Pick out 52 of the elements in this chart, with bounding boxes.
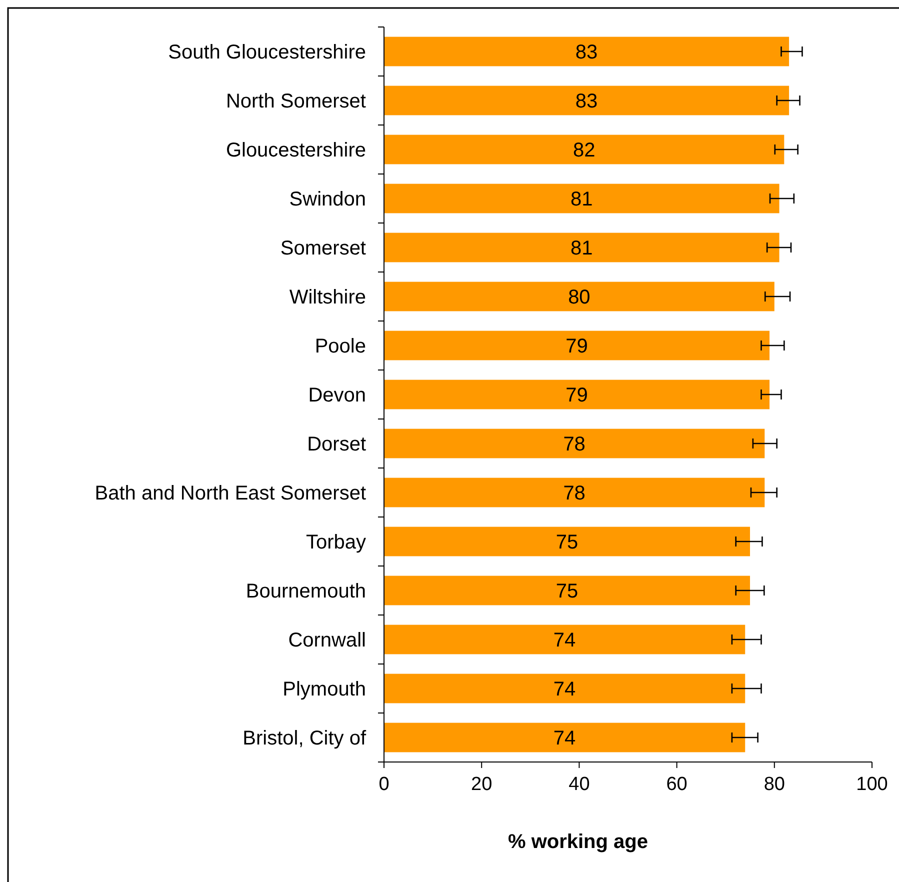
data-label: 74: [553, 728, 576, 750]
y-tick-label: Swindon: [289, 188, 366, 210]
y-tick-label: Bournemouth: [246, 580, 366, 602]
x-axis-title: % working age: [508, 831, 648, 853]
data-label: 78: [563, 434, 586, 456]
x-tick-label: 100: [856, 774, 888, 795]
data-label: 82: [572, 140, 596, 162]
y-tick-label: Gloucestershire: [226, 140, 366, 162]
bar: [384, 478, 765, 508]
data-label: 78: [563, 482, 586, 504]
data-label: 79: [566, 336, 588, 358]
x-tick-label: 20: [471, 774, 492, 795]
data-label: 81: [570, 238, 593, 260]
y-tick-label: Somerset: [280, 238, 366, 260]
bar: [384, 232, 780, 262]
bar: [384, 722, 746, 752]
y-tick-label: Torbay: [306, 532, 366, 554]
data-label: 79: [566, 384, 588, 406]
data-label: 75: [556, 580, 578, 602]
bar: [384, 36, 790, 66]
y-tick-label: Cornwall: [288, 630, 366, 652]
bar: [384, 674, 746, 704]
y-tick-label: Bath and North East Somerset: [94, 482, 366, 504]
y-tick-label: Bristol, City of: [242, 728, 366, 750]
data-label: 74: [553, 678, 576, 700]
y-tick-label: Devon: [308, 384, 366, 406]
y-tick-label: Poole: [314, 336, 366, 358]
bar: [384, 428, 765, 458]
x-tick-label: 80: [764, 774, 785, 795]
data-label: 83: [575, 42, 598, 64]
bar: [384, 380, 770, 410]
bar: [384, 526, 750, 556]
bar: [384, 576, 750, 606]
data-label: 83: [575, 90, 598, 112]
bar: [384, 624, 746, 654]
bar: [384, 282, 774, 312]
y-tick-label: North Somerset: [226, 90, 366, 112]
y-tick-label: South Gloucestershire: [168, 42, 366, 64]
data-label: 81: [570, 188, 593, 210]
y-tick-label: Plymouth: [282, 678, 366, 700]
x-tick-label: 40: [568, 774, 590, 795]
x-tick-label: 0: [378, 774, 390, 795]
y-tick-label: Dorset: [307, 434, 366, 456]
x-tick-label: 60: [666, 774, 688, 795]
data-label: 74: [553, 630, 576, 652]
bar: [384, 134, 784, 164]
bar: [384, 86, 790, 116]
data-label: 80: [568, 286, 590, 308]
y-tick-label: Wiltshire: [289, 286, 366, 308]
bar: [384, 330, 770, 360]
bar: [384, 184, 780, 214]
data-label: 75: [556, 532, 578, 554]
